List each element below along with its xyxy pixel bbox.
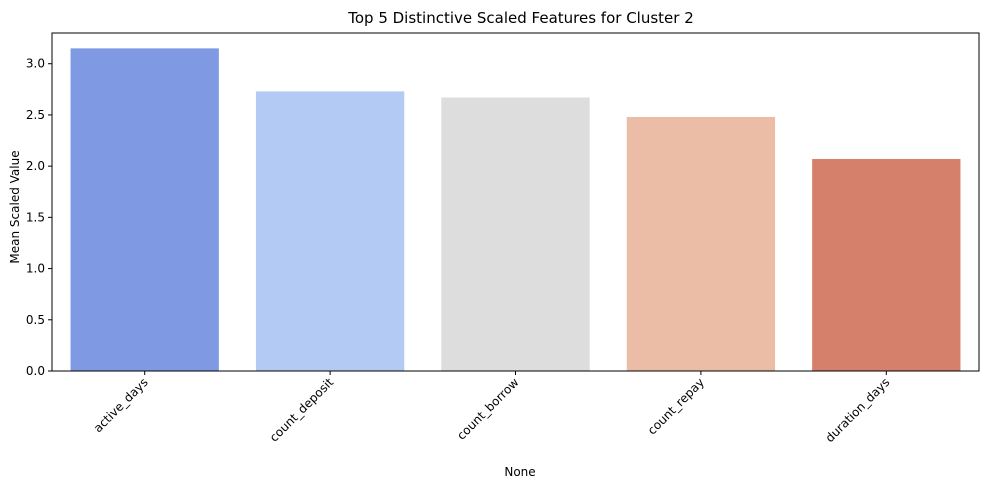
plot-frame (51, 32, 980, 372)
x-tick-label: count_borrow (454, 375, 522, 443)
bars-group (70, 48, 961, 371)
bar-count-repay (626, 116, 776, 371)
chart-title: Top 5 Distinctive Scaled Features for Cl… (347, 9, 694, 27)
x-axis: active_days count_deposit count_borrow coun… (91, 371, 893, 445)
bar-count-borrow (441, 97, 590, 371)
x-tick-label: active_days (91, 375, 151, 435)
y-tick-label: 0.0 (26, 364, 45, 378)
x-tick-label: duration_days (823, 375, 893, 445)
x-tick-label: count_deposit (267, 375, 337, 445)
bar-duration-days (812, 158, 961, 371)
y-tick-label: 3.0 (26, 57, 45, 71)
y-axis: 0.0 0.5 1.0 1.5 2.0 2.5 3.0 (26, 57, 52, 378)
bar-active-days (70, 48, 219, 371)
y-axis-label: Mean Scaled Value (8, 150, 22, 263)
y-tick-label: 2.0 (26, 159, 45, 173)
y-tick-label: 1.0 (26, 262, 45, 276)
bar-count-deposit (255, 91, 405, 371)
x-tick-label: count_repay (645, 375, 707, 437)
x-axis-label: None (504, 465, 535, 479)
y-tick-label: 0.5 (26, 313, 45, 327)
y-tick-label: 2.5 (26, 108, 45, 122)
y-tick-label: 1.5 (26, 210, 45, 224)
